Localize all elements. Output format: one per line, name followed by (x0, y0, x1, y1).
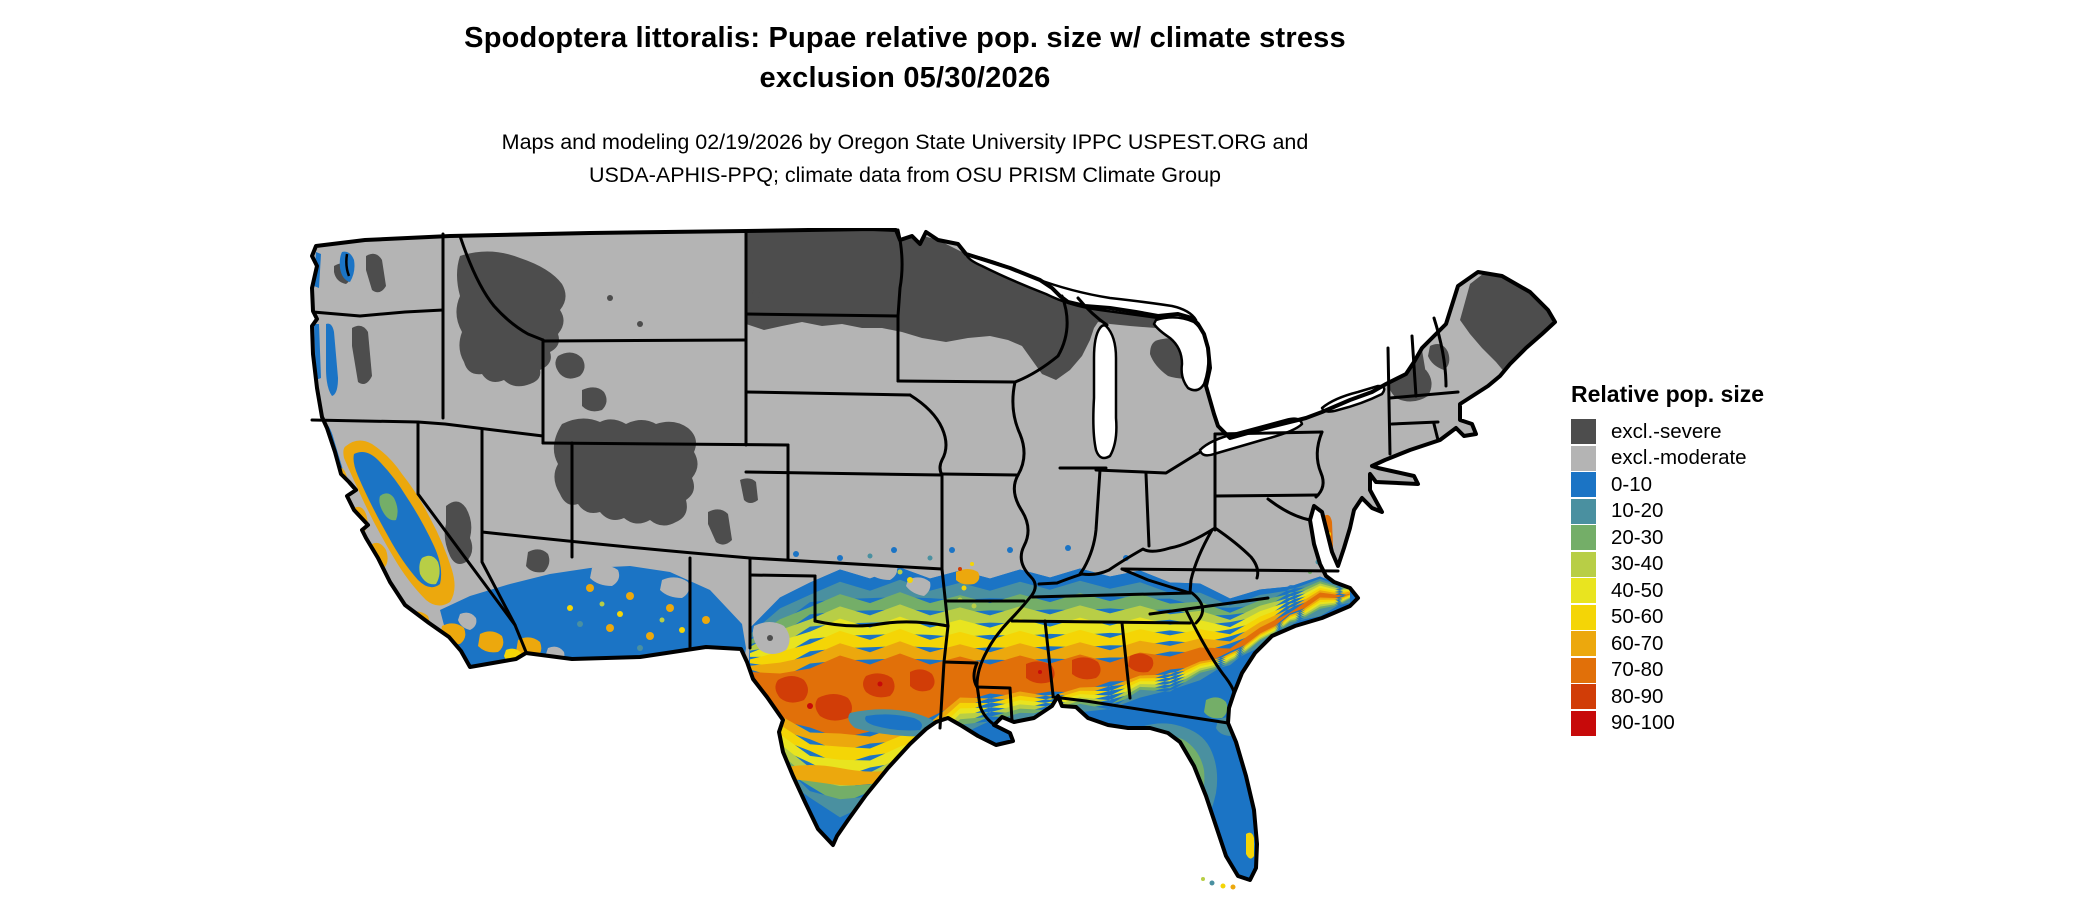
legend-swatch (1571, 631, 1596, 656)
legend-title: Relative pop. size (1571, 381, 1765, 407)
legend-label: 80-90 (1611, 684, 1664, 708)
legend-swatch (1571, 604, 1596, 630)
map-subtitle-line1: Maps and modeling 02/19/2026 by Oregon S… (501, 130, 1309, 154)
core-max-density (807, 670, 1042, 709)
legend-item: 80-90 (1571, 684, 1871, 709)
great-lakes (964, 252, 1386, 460)
southwest-belt (440, 565, 746, 676)
legend-item: 50-60 (1571, 604, 1871, 630)
legend-label: 30-40 (1611, 552, 1664, 575)
legend-swatch (1571, 472, 1596, 497)
legend-item: excl.-moderate (1571, 445, 1871, 471)
map-subtitle-line2: USDA-APHIS-PPQ; climate data from OSU PR… (588, 163, 1222, 187)
legend-swatch (1571, 551, 1596, 577)
legend-swatch (1571, 525, 1596, 550)
legend-swatch (1571, 684, 1596, 709)
legend-items: excl.-severe excl.-moderate 0-10 10-20 20-30… (1571, 419, 1871, 736)
legend-item: 40-50 (1571, 578, 1871, 603)
legend-label: excl.-severe (1611, 419, 1722, 443)
map-subtitle: Maps and modeling 02/19/2026 by Oregon S… (155, 126, 1655, 192)
map-title-line1: Spodoptera littoralis: Pupae relative po… (464, 22, 1346, 54)
legend-item: excl.-severe (1571, 419, 1871, 444)
legend-swatch (1571, 710, 1596, 736)
us-map-svg (310, 227, 1557, 890)
legend-label: 60-70 (1611, 631, 1664, 655)
legend-item: 20-30 (1571, 525, 1871, 550)
legend-item: 10-20 (1571, 498, 1871, 524)
legend-label: 10-20 (1611, 499, 1664, 522)
state-borders (310, 228, 1460, 730)
florida-keys (1201, 877, 1236, 890)
legend-label: 40-50 (1611, 578, 1664, 602)
legend-label: excl.-moderate (1611, 446, 1747, 469)
legend-item: 60-70 (1571, 631, 1871, 656)
legend-label: 90-100 (1611, 711, 1675, 734)
map-title: Spodoptera littoralis: Pupae relative po… (155, 18, 1655, 98)
legend-swatch (1571, 578, 1596, 603)
map-title-line2: exclusion 05/30/2026 (759, 62, 1051, 94)
legend-item: 90-100 (1571, 710, 1871, 736)
nation-outline (310, 227, 1557, 882)
legend-item: 70-80 (1571, 657, 1871, 683)
legend-label: 50-60 (1611, 605, 1664, 628)
legend-swatch (1571, 498, 1596, 524)
legend-label: 70-80 (1611, 658, 1664, 681)
legend-item: 30-40 (1571, 551, 1871, 577)
legend-item: 0-10 (1571, 472, 1871, 497)
legend-label: 20-30 (1611, 525, 1664, 549)
legend-swatch (1571, 445, 1596, 471)
legend-label: 0-10 (1611, 472, 1653, 496)
legend-swatch (1571, 419, 1596, 444)
legend-swatch (1571, 657, 1596, 683)
core-high-density (775, 653, 1154, 721)
us-climate-map (310, 227, 1560, 892)
legend: Relative pop. size excl.-severe excl.-mod… (1571, 381, 1871, 737)
nation-base (312, 229, 1555, 880)
